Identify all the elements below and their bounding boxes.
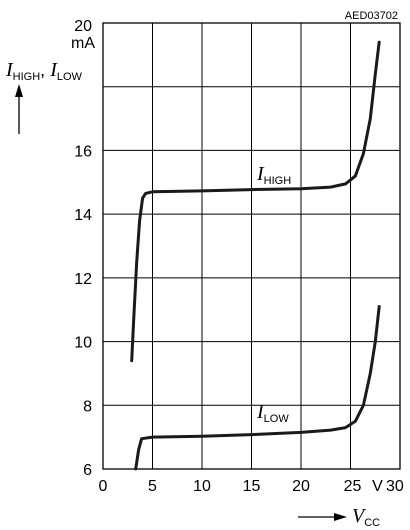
- series-label-symbol: I: [256, 401, 265, 423]
- grid: [102, 22, 401, 470]
- y-axis-label: IHIGH, ILOW: [5, 59, 83, 83]
- y-tick-label: 12: [74, 271, 92, 288]
- y-tick-label: 20: [74, 18, 92, 35]
- x-tick-label: 25: [344, 478, 362, 495]
- x-axis-label: VCC: [352, 505, 380, 529]
- series-label-subscript: LOW: [264, 413, 290, 425]
- y-tick-label: 14: [74, 207, 92, 224]
- x-axis-arrow-head: [334, 513, 347, 521]
- x-tick-label: 20: [292, 478, 310, 495]
- series-label-symbol: I: [256, 163, 265, 185]
- series-line-ihigh: [130, 40, 381, 363]
- x-tick-label: 15: [243, 478, 261, 495]
- series-label-ihigh: IHIGH: [256, 163, 291, 187]
- x-tick-label: 0: [99, 478, 108, 495]
- x-label-symbol: V: [352, 505, 367, 527]
- series-line-ilow: [134, 305, 381, 471]
- figure-code: AED03702: [345, 10, 398, 22]
- x-tick-label: 30: [386, 478, 404, 495]
- labels: 0 5 10 15 20 25 V 30681012141620mAAED03702IHIGH…: [5, 10, 404, 529]
- y-tick-label: 8: [83, 398, 92, 415]
- y-tick-label: 16: [74, 143, 92, 160]
- x-tick-label: 10: [193, 478, 211, 495]
- y-label-symbol-1: I: [5, 59, 14, 81]
- y-label-subscript-1: HIGH: [13, 71, 41, 83]
- plot-frame: [102, 22, 401, 470]
- y-label-symbol-2: I: [49, 59, 58, 81]
- curves: [130, 40, 381, 471]
- y-tick-label: 6: [83, 462, 92, 479]
- x-unit-label: V: [372, 478, 383, 495]
- x-label-subscript: CC: [364, 517, 380, 529]
- series-label-subscript: HIGH: [264, 175, 292, 187]
- x-tick-label: 5: [148, 478, 157, 495]
- y-tick-label: 10: [74, 335, 92, 352]
- y-label-subscript-2: LOW: [57, 71, 83, 83]
- series-label-ilow: ILOW: [256, 401, 289, 425]
- y-label-separator: ,: [40, 60, 50, 80]
- y-axis-arrow-head: [15, 84, 23, 97]
- y-unit-label: mA: [71, 35, 95, 52]
